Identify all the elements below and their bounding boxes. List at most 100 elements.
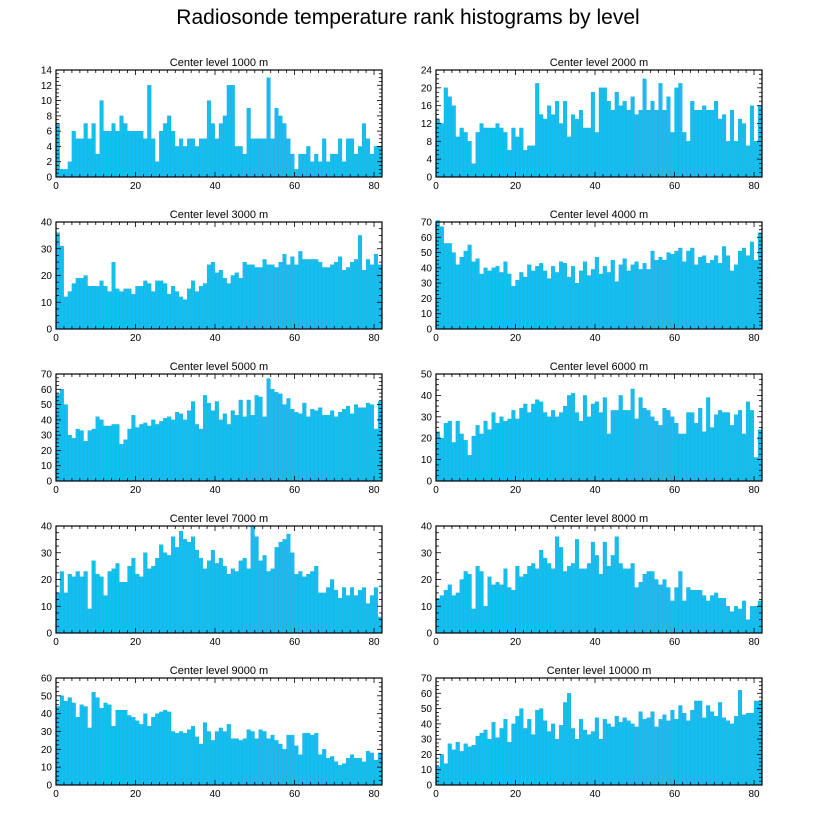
histogram-bar <box>463 743 468 786</box>
histogram-bar <box>314 259 319 330</box>
histogram-bar <box>738 250 742 330</box>
histogram-bar <box>79 576 84 634</box>
histogram-bar <box>187 410 192 482</box>
y-tick-label: 40 <box>41 415 53 426</box>
histogram-bar <box>194 424 199 482</box>
histogram-bar <box>365 750 370 786</box>
histogram-bar <box>350 413 355 482</box>
y-tick-label: 20 <box>41 446 53 457</box>
histogram-bar <box>210 410 215 482</box>
x-tick-label: 80 <box>748 789 760 800</box>
histogram-bar <box>738 410 742 482</box>
histogram-bar <box>455 136 460 178</box>
histogram-bar <box>262 731 267 786</box>
histogram-bar <box>262 416 267 482</box>
histogram-bar <box>59 571 64 634</box>
histogram-bar <box>515 565 520 634</box>
histogram-bar <box>714 101 719 178</box>
histogram-bar <box>694 109 699 178</box>
histogram-bar <box>187 138 192 178</box>
histogram-bar <box>654 420 659 482</box>
histogram-bar <box>578 568 583 634</box>
histogram-bar <box>135 427 140 482</box>
histogram-bar <box>95 574 100 634</box>
histogram-bar <box>499 584 504 634</box>
histogram-bar <box>127 565 132 634</box>
histogram-bar <box>278 743 283 786</box>
histogram-bar <box>503 719 508 786</box>
histogram-bar <box>115 563 120 634</box>
histogram-bar <box>487 270 492 330</box>
histogram-bar <box>734 264 738 330</box>
histogram-bar <box>714 414 719 482</box>
histogram-bar <box>706 109 711 178</box>
histogram-bar <box>143 552 148 634</box>
histogram-bar <box>682 261 687 330</box>
histogram-bar <box>638 397 643 482</box>
histogram-bar <box>495 423 500 482</box>
histogram-bar <box>242 738 247 786</box>
histogram-bar <box>741 600 746 634</box>
histogram-bar <box>726 255 731 330</box>
histogram-bar <box>258 560 263 634</box>
histogram-bar <box>491 127 496 178</box>
histogram-bar <box>365 603 370 634</box>
histogram-bar <box>726 606 731 634</box>
histogram-bar <box>302 733 307 786</box>
x-tick-label: 40 <box>209 637 221 648</box>
histogram-bar <box>202 395 207 482</box>
histogram-bar <box>163 123 168 178</box>
histogram-bar <box>451 105 456 178</box>
y-tick-label: 2 <box>46 157 52 168</box>
histogram-bar <box>131 294 136 330</box>
histogram-bar <box>463 132 468 178</box>
histogram-bar <box>459 433 464 482</box>
histogram-bar <box>298 571 303 634</box>
histogram-bar <box>210 549 215 634</box>
histogram-bar <box>226 724 231 786</box>
histogram-bar <box>694 590 699 634</box>
histogram-bar <box>598 738 603 786</box>
histogram-bar <box>242 557 247 634</box>
x-tick-label: 40 <box>589 485 601 496</box>
histogram-bar <box>369 595 374 634</box>
histogram-bar <box>67 697 72 786</box>
histogram-bar <box>342 269 347 330</box>
histogram-bar <box>151 565 156 634</box>
y-tick-label: 20 <box>421 750 433 761</box>
histogram-bar <box>543 412 548 482</box>
histogram-bar <box>459 127 464 178</box>
histogram-bar <box>286 264 291 330</box>
histogram-bar <box>499 416 504 482</box>
histogram-bar <box>670 132 675 178</box>
histogram-bar <box>298 754 303 786</box>
histogram-bar <box>602 541 607 634</box>
histogram-bar <box>67 434 72 482</box>
histogram-bar <box>322 267 327 330</box>
histogram-bar <box>266 264 271 330</box>
histogram-bar <box>198 557 203 634</box>
histogram-bar <box>507 587 512 634</box>
histogram-bar <box>575 118 579 178</box>
histogram-bar <box>511 590 516 634</box>
histogram-bar <box>475 425 480 482</box>
histogram-bar <box>91 123 96 178</box>
histogram-bar <box>373 253 378 330</box>
histogram-bar <box>722 598 727 634</box>
histogram-bar <box>75 717 80 786</box>
histogram-bar <box>610 555 615 634</box>
histogram-bar <box>99 576 104 634</box>
histogram-bar <box>278 115 283 178</box>
histogram-bar <box>99 708 104 786</box>
histogram-bar <box>749 241 754 330</box>
histogram-bar <box>254 267 259 330</box>
histogram-bar <box>730 425 735 482</box>
histogram-bar <box>614 410 619 482</box>
histogram-bar <box>666 252 671 330</box>
histogram-bar <box>318 161 323 178</box>
histogram-bar <box>218 269 223 330</box>
histogram-bar <box>59 695 64 786</box>
histogram-bar <box>479 433 484 482</box>
histogram-bar <box>702 255 707 330</box>
x-tick-label: 20 <box>130 485 142 496</box>
